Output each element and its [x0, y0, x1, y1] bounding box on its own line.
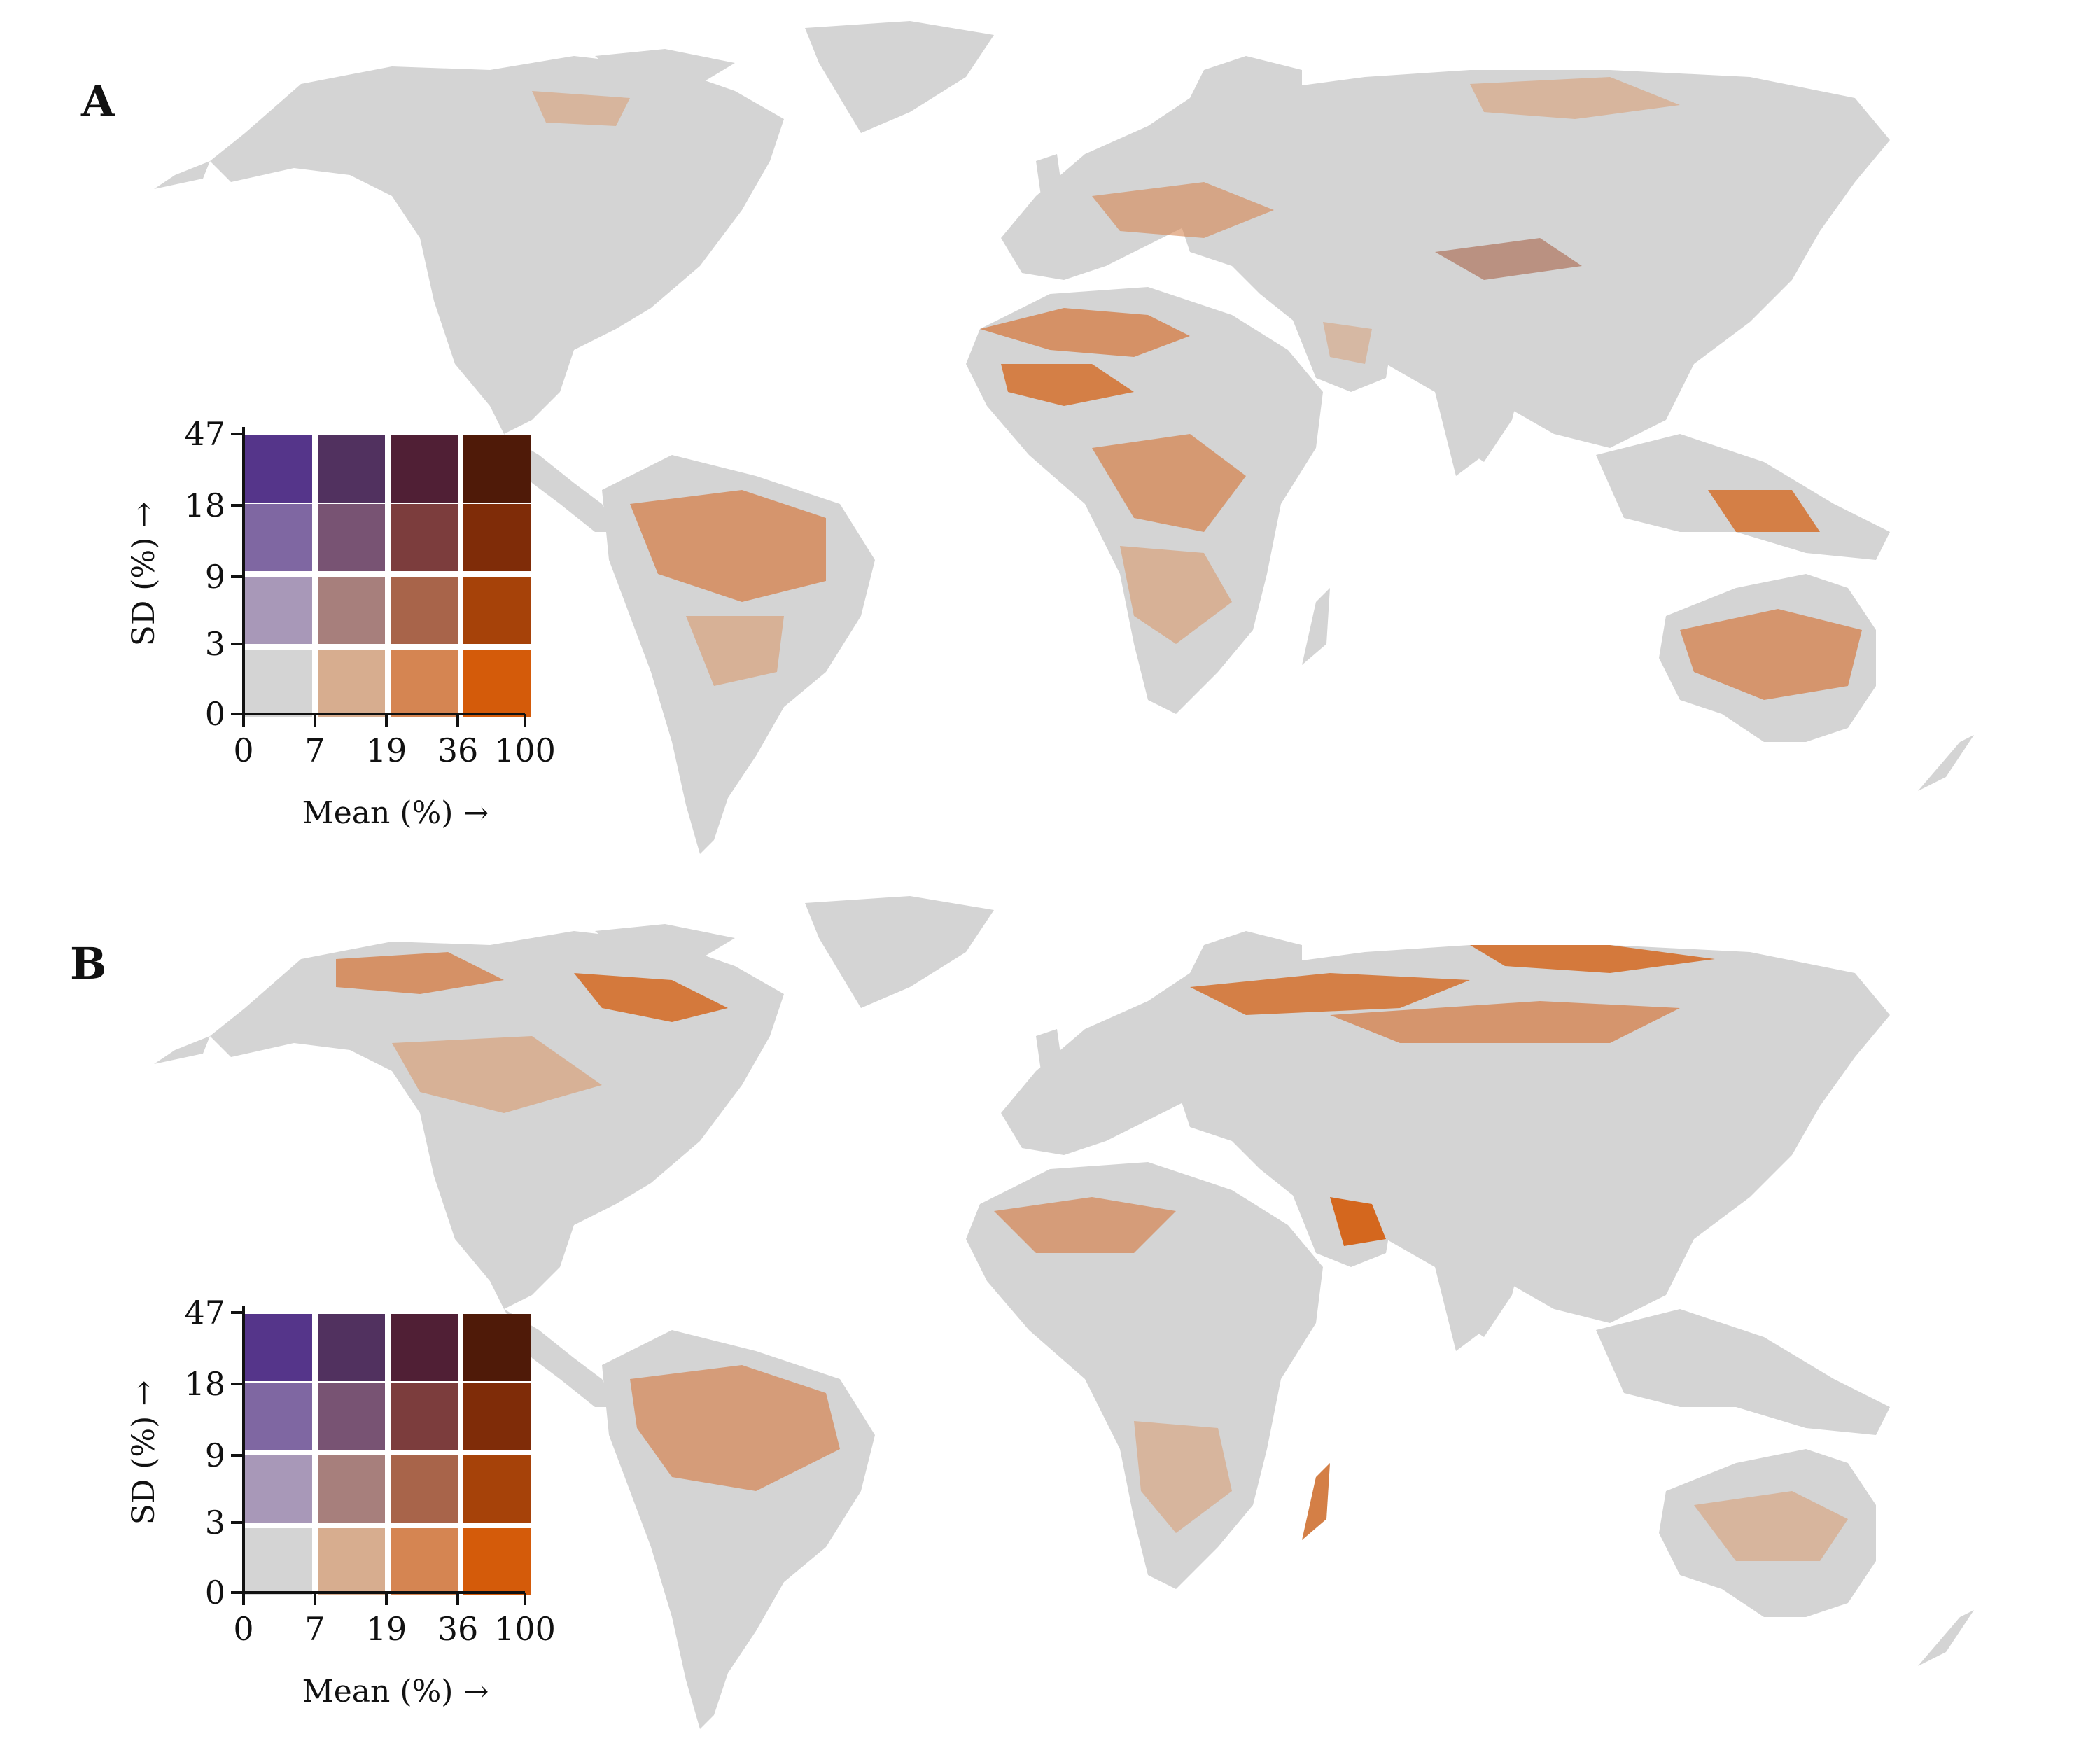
- bivariate-legend-a: 47 18 9 3 0 0 7 19 36 100 Mean (%) → SD …: [105, 413, 556, 831]
- x-tick-label: 19: [366, 1610, 407, 1648]
- legend-cell-r3-c2: [391, 1528, 458, 1595]
- legend-cell-r1-c0: [245, 1382, 312, 1450]
- legend-grid-a: [245, 435, 531, 717]
- landmass-b: [154, 896, 1974, 1729]
- legend-cell-r3-c3: [463, 1528, 531, 1595]
- legend-cell-r0-c1: [318, 435, 385, 503]
- legend-cell-r3-c1: [318, 1528, 385, 1595]
- legend-cell-r2-c2: [391, 577, 458, 644]
- coverage-patches-a: [532, 77, 1862, 700]
- world-map-a: [154, 21, 1974, 854]
- legend-cell-r1-c2: [391, 504, 458, 571]
- legend-grid-b: [245, 1314, 531, 1595]
- legend-cell-r0-c3: [463, 435, 531, 503]
- x-tick-label: 0: [233, 732, 253, 769]
- legend-cell-r2-c1: [318, 577, 385, 644]
- legend-cell-r1-c1: [318, 504, 385, 571]
- y-tick-label: 3: [205, 625, 225, 663]
- legend-graphic-a: 47 18 9 3 0 0 7 19 36 100 Mean (%) → SD …: [126, 415, 556, 831]
- legend-cell-r2-c0: [245, 1455, 312, 1522]
- x-tick-label: 36: [438, 732, 479, 769]
- legend-cell-r3-c0: [245, 1528, 312, 1595]
- x-tick-label: 100: [494, 1610, 556, 1648]
- legend-cell-r1-c3: [463, 1382, 531, 1450]
- legend-cell-r2-c2: [391, 1455, 458, 1522]
- legend-graphic-b: 47 18 9 3 0 0 7 19 36 100 Mean (%) → SD …: [126, 1294, 556, 1709]
- legend-cell-r2-c3: [463, 1455, 531, 1522]
- legend-cell-r0-c0: [245, 1314, 312, 1381]
- world-map-b: [154, 896, 1974, 1729]
- legend-cell-r0-c1: [318, 1314, 385, 1381]
- x-axis-title: Mean (%) →: [302, 1674, 489, 1709]
- x-tick-label: 19: [366, 732, 407, 769]
- legend-cell-r1-c3: [463, 504, 531, 571]
- legend-cell-r2-c0: [245, 577, 312, 644]
- panel-label-a: A: [81, 76, 115, 127]
- y-axis-title: SD (%) →: [126, 1380, 162, 1525]
- x-tick-label: 7: [304, 732, 325, 769]
- x-tick-label: 100: [494, 732, 556, 769]
- y-tick-label: 0: [205, 1574, 225, 1611]
- y-tick-label: 47: [184, 1294, 225, 1331]
- y-tick-label: 18: [184, 1365, 225, 1403]
- legend-cell-r1-c1: [318, 1382, 385, 1450]
- y-tick-label: 18: [184, 486, 225, 524]
- x-tick-label: 7: [304, 1610, 325, 1648]
- y-tick-label: 3: [205, 1504, 225, 1541]
- y-tick-label: 9: [205, 558, 225, 596]
- y-tick-label: 47: [184, 415, 225, 453]
- bivariate-legend-b: 47 18 9 3 0 0 7 19 36 100 Mean (%) → SD …: [105, 1292, 556, 1709]
- legend-cell-r0-c0: [245, 435, 312, 503]
- legend-cell-r2-c3: [463, 577, 531, 644]
- x-tick-label: 36: [438, 1610, 479, 1648]
- legend-cell-r3-c0: [245, 650, 312, 717]
- legend-cell-r0-c3: [463, 1314, 531, 1381]
- coverage-patches-b: [336, 945, 1848, 1561]
- y-axis-title: SD (%) →: [126, 502, 162, 646]
- legend-cell-r3-c1: [318, 650, 385, 717]
- x-tick-label: 0: [233, 1610, 253, 1648]
- legend-cell-r0-c2: [391, 435, 458, 503]
- y-tick-label: 9: [205, 1436, 225, 1474]
- panel-a: A 47 18 9 3 0 0 7: [81, 21, 1974, 854]
- legend-cell-r0-c2: [391, 1314, 458, 1381]
- legend-cell-r2-c1: [318, 1455, 385, 1522]
- legend-cell-r1-c0: [245, 504, 312, 571]
- legend-cell-r3-c3: [463, 650, 531, 717]
- x-axis-title: Mean (%) →: [302, 795, 489, 831]
- legend-cell-r3-c2: [391, 650, 458, 717]
- panel-label-b: B: [70, 938, 107, 989]
- panel-b: B 47 18 9 3 0 0 7: [0, 875, 2100, 1750]
- y-tick-label: 0: [205, 695, 225, 733]
- legend-cell-r1-c2: [391, 1382, 458, 1450]
